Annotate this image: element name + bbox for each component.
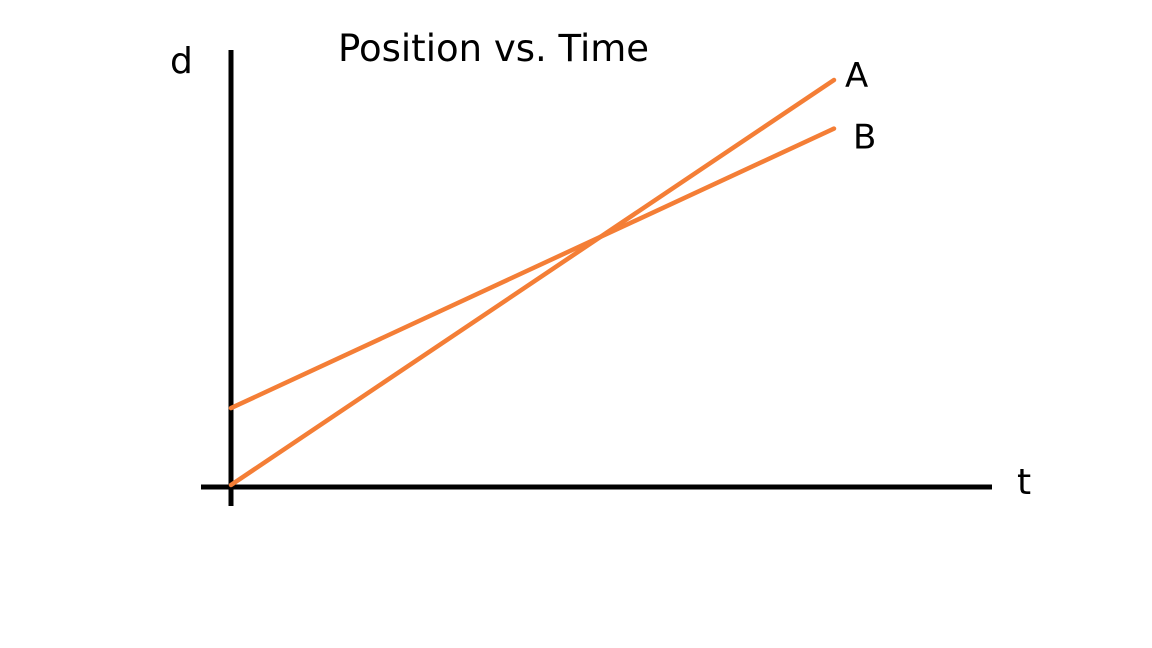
series-lines [228,77,837,488]
chart-title: Position vs. Time [338,27,649,70]
series-line-a [228,77,837,488]
x-axis-label: t [1017,462,1031,503]
series-line-b [228,126,837,411]
series-label-a: A [845,56,868,96]
series-label-b: B [853,118,876,158]
axes [201,50,992,506]
y-axis-label: d [170,41,193,82]
series-labels: AB [845,56,876,158]
